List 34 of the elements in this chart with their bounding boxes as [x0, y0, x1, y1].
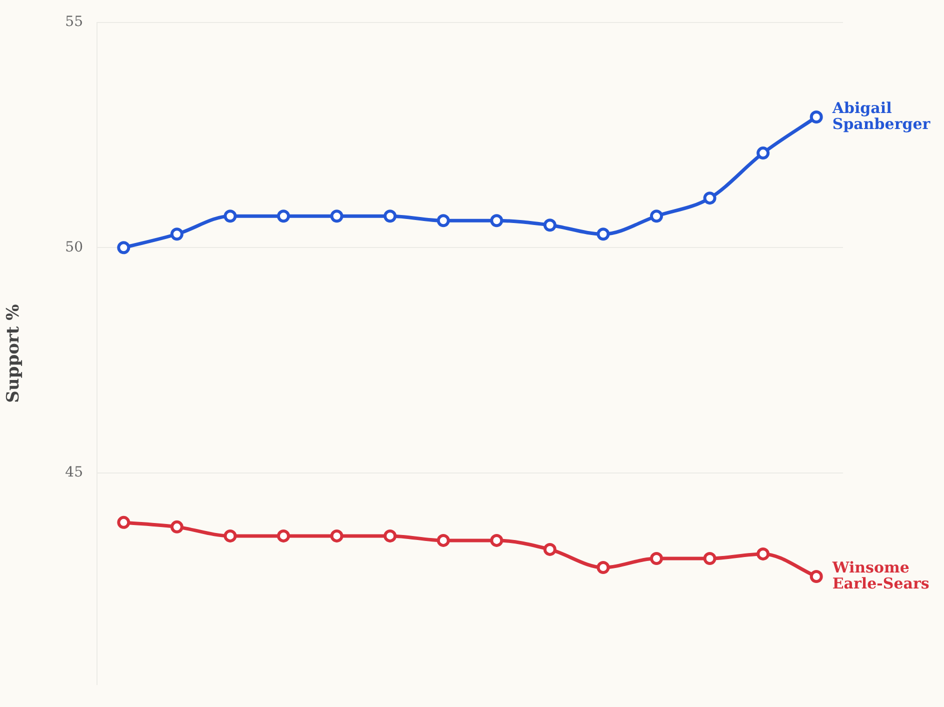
point — [490, 534, 504, 547]
point — [117, 516, 130, 529]
point — [117, 241, 130, 254]
point — [596, 228, 610, 241]
point — [810, 110, 823, 124]
y-tick-label: 50 — [65, 239, 83, 256]
point — [543, 542, 556, 556]
point — [277, 210, 290, 223]
point — [756, 547, 770, 560]
point — [650, 210, 663, 223]
point — [170, 520, 184, 534]
point — [703, 192, 716, 205]
series-label: Winsome Earle-Sears — [831, 558, 930, 592]
y-tick-label: 45 — [65, 464, 83, 481]
point — [384, 210, 397, 223]
point — [170, 228, 184, 241]
point — [810, 570, 823, 583]
point — [224, 529, 237, 542]
point — [436, 214, 450, 228]
point — [650, 552, 663, 565]
series-label: Abigail Spanberger — [831, 98, 932, 133]
point — [703, 552, 716, 565]
point — [384, 529, 397, 542]
point — [224, 210, 237, 223]
point — [330, 529, 344, 542]
point — [596, 560, 610, 574]
point — [277, 529, 290, 542]
y-axis-title: Support % — [4, 304, 24, 403]
point — [756, 146, 770, 160]
point — [543, 218, 556, 232]
point — [490, 214, 504, 228]
point — [436, 534, 450, 547]
point — [330, 210, 344, 223]
y-tick-label: 55 — [65, 14, 83, 30]
